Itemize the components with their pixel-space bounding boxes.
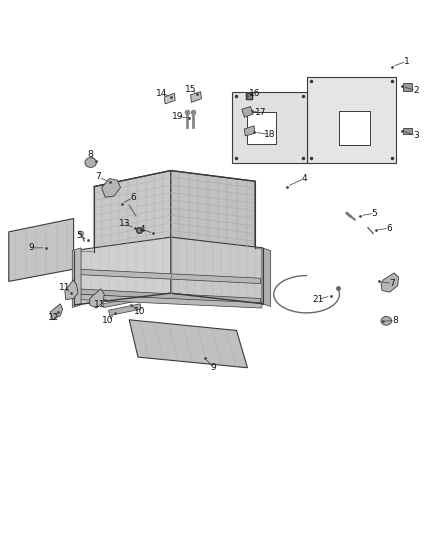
Text: 19: 19 [172, 112, 183, 120]
Polygon shape [403, 128, 412, 134]
Polygon shape [102, 179, 120, 197]
Text: 9: 9 [211, 364, 217, 372]
Polygon shape [50, 304, 63, 320]
Polygon shape [77, 294, 262, 308]
Polygon shape [72, 248, 81, 308]
Text: 18: 18 [264, 130, 275, 139]
Polygon shape [109, 304, 141, 316]
Text: 7: 7 [95, 173, 102, 181]
Text: 7: 7 [389, 279, 395, 288]
Polygon shape [171, 237, 263, 304]
Polygon shape [242, 107, 253, 117]
Polygon shape [103, 297, 137, 308]
Text: 6: 6 [386, 224, 392, 232]
Polygon shape [339, 111, 370, 145]
Text: 8: 8 [392, 317, 398, 325]
Polygon shape [65, 280, 78, 300]
Polygon shape [244, 126, 255, 136]
Text: 9: 9 [28, 244, 35, 252]
Polygon shape [171, 171, 255, 248]
Text: 4: 4 [140, 225, 145, 233]
Polygon shape [381, 273, 399, 292]
Polygon shape [90, 289, 104, 308]
Text: 5: 5 [371, 209, 378, 217]
Polygon shape [77, 269, 261, 284]
Polygon shape [232, 92, 307, 163]
Polygon shape [381, 317, 392, 325]
Polygon shape [129, 320, 247, 368]
Text: 8: 8 [87, 150, 93, 159]
Polygon shape [77, 289, 261, 304]
Polygon shape [74, 237, 171, 305]
Text: 11: 11 [94, 301, 106, 309]
Text: 13: 13 [119, 220, 131, 228]
Polygon shape [307, 77, 396, 163]
Polygon shape [191, 92, 201, 102]
Text: 17: 17 [255, 109, 266, 117]
Text: 4: 4 [302, 174, 307, 183]
Text: 6: 6 [131, 193, 137, 201]
Polygon shape [9, 219, 74, 281]
Text: 1: 1 [403, 57, 410, 66]
Polygon shape [403, 83, 412, 91]
Text: 14: 14 [156, 89, 168, 98]
Text: 12: 12 [48, 313, 59, 321]
Text: 11: 11 [59, 284, 71, 292]
Text: 10: 10 [102, 317, 114, 325]
Text: 10: 10 [134, 308, 145, 316]
Text: 15: 15 [185, 85, 196, 94]
Polygon shape [94, 171, 171, 252]
Text: 3: 3 [413, 132, 419, 140]
Text: 21: 21 [312, 295, 323, 304]
Polygon shape [164, 93, 175, 104]
Text: 2: 2 [413, 86, 419, 95]
Polygon shape [247, 112, 276, 144]
Polygon shape [262, 248, 271, 306]
Polygon shape [85, 158, 96, 167]
Text: 5: 5 [76, 231, 82, 240]
Text: 16: 16 [249, 89, 261, 98]
